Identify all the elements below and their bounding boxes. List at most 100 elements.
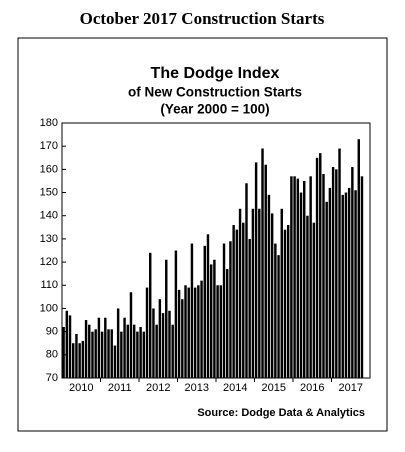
bar — [360, 176, 364, 378]
bar — [145, 287, 149, 378]
bar — [254, 162, 258, 378]
bar — [123, 317, 126, 378]
bar — [351, 167, 354, 378]
bar — [251, 208, 255, 378]
bar — [216, 285, 219, 378]
y-tick-label: 170 — [40, 140, 58, 152]
bar — [213, 259, 216, 378]
bar — [174, 250, 178, 378]
y-tick-label: 110 — [40, 279, 58, 291]
bar — [261, 148, 264, 378]
bar — [222, 243, 226, 378]
bar — [139, 327, 142, 378]
x-tick-label: 2017 — [339, 382, 363, 394]
bar — [100, 331, 104, 378]
bar — [193, 287, 197, 378]
bar — [229, 241, 232, 378]
bar — [338, 148, 341, 378]
chart-subtitle: of New Construction Starts — [128, 85, 302, 100]
bar — [309, 176, 312, 378]
bar — [72, 343, 75, 378]
bar — [149, 252, 152, 378]
y-tick-label: 70 — [46, 372, 58, 384]
bar — [290, 176, 293, 378]
bar — [209, 264, 213, 378]
y-tick-label: 80 — [46, 349, 58, 361]
bar — [62, 327, 65, 378]
bar — [296, 178, 300, 378]
bar — [357, 139, 360, 378]
bar — [322, 174, 325, 378]
bar — [232, 225, 235, 378]
bar — [277, 255, 280, 378]
bar — [267, 194, 271, 378]
bar — [158, 299, 162, 378]
bar — [113, 345, 117, 378]
x-tick-label: 2010 — [69, 382, 93, 394]
bar — [88, 324, 91, 378]
x-tick-label: 2013 — [185, 382, 209, 394]
bar — [286, 225, 290, 378]
bar — [165, 259, 168, 378]
bar — [226, 269, 229, 378]
bar — [65, 310, 69, 378]
bar — [155, 324, 158, 378]
y-tick-label: 120 — [40, 256, 58, 268]
bar — [312, 222, 316, 378]
bar — [344, 192, 348, 378]
x-tick-label: 2015 — [262, 382, 286, 394]
y-tick-label: 180 — [40, 117, 58, 129]
bar — [299, 192, 303, 378]
bar — [75, 333, 78, 378]
bar — [203, 245, 206, 378]
y-tick-label: 100 — [40, 302, 58, 314]
bar — [319, 153, 322, 378]
bar — [331, 167, 335, 378]
bar — [206, 234, 210, 378]
bar — [293, 176, 296, 378]
bar — [248, 238, 251, 378]
bar — [306, 215, 309, 378]
bar — [315, 157, 319, 378]
bar — [78, 343, 81, 378]
bar — [81, 340, 85, 378]
bar — [258, 208, 261, 378]
bar — [84, 320, 88, 378]
bar — [161, 313, 165, 378]
bar — [235, 229, 239, 378]
bar — [270, 213, 274, 378]
y-tick-label: 160 — [40, 163, 58, 175]
bar — [335, 169, 338, 378]
bar — [132, 324, 136, 378]
bar — [274, 243, 277, 378]
bar — [347, 187, 351, 378]
bar — [197, 285, 200, 378]
bar — [68, 315, 72, 378]
bar — [107, 329, 110, 378]
bar — [184, 285, 187, 378]
bar — [136, 331, 139, 378]
x-tick-label: 2012 — [146, 382, 170, 394]
bar — [264, 164, 267, 378]
source: Source: Dodge Data & Analytics — [197, 407, 365, 419]
bar — [171, 324, 174, 378]
x-tick-label: 2011 — [108, 382, 132, 394]
bar — [325, 201, 328, 378]
bar — [97, 317, 101, 378]
bar — [238, 208, 242, 378]
bar — [341, 194, 344, 378]
bar — [187, 287, 190, 378]
x-tick-label: 2014 — [223, 382, 247, 394]
bar — [129, 292, 133, 378]
bar — [280, 208, 283, 378]
chart-note: (Year 2000 = 100) — [160, 102, 269, 117]
bar — [120, 331, 123, 378]
bar — [91, 331, 94, 378]
bar — [181, 299, 184, 378]
bar — [242, 222, 245, 378]
bar — [303, 180, 306, 378]
frame — [17, 37, 388, 432]
y-tick-label: 130 — [40, 233, 58, 245]
